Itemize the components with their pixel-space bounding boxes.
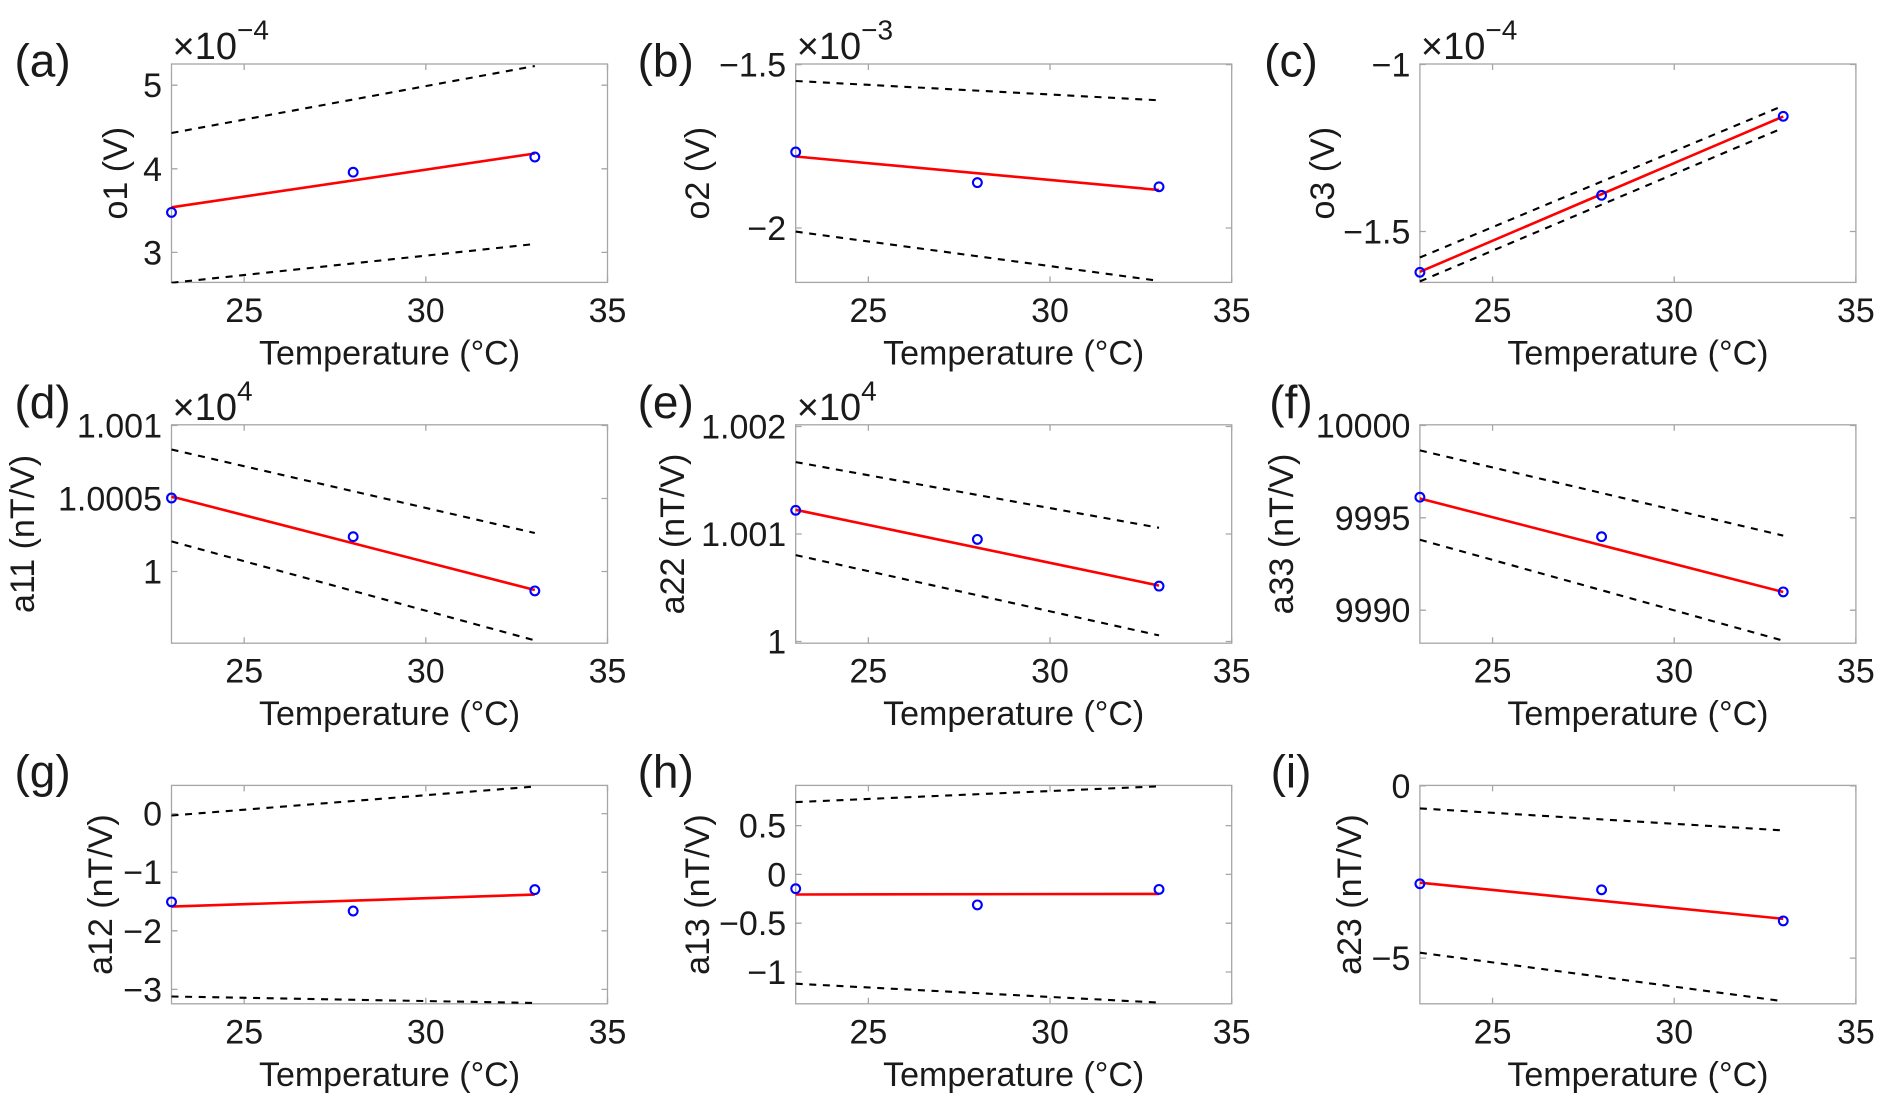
svg-text:1: 1 (143, 554, 162, 592)
svg-text:(f): (f) (1269, 376, 1312, 428)
svg-text:35: 35 (1837, 292, 1875, 330)
svg-text:9990: 9990 (1335, 592, 1411, 630)
svg-text:1.001: 1.001 (701, 516, 786, 554)
svg-text:(d): (d) (14, 376, 70, 428)
svg-text:a13 (nT/V): a13 (nT/V) (679, 814, 717, 975)
svg-text:−2: −2 (747, 210, 786, 248)
svg-text:9995: 9995 (1335, 500, 1411, 538)
svg-text:Temperature (°C): Temperature (°C) (883, 695, 1144, 733)
svg-text:0.5: 0.5 (739, 808, 786, 846)
svg-text:(b): (b) (638, 34, 694, 86)
svg-text:4: 4 (143, 151, 162, 189)
svg-text:25: 25 (1474, 653, 1512, 691)
svg-text:(a): (a) (14, 34, 70, 86)
svg-text:−1: −1 (747, 954, 786, 992)
svg-text:35: 35 (1837, 1013, 1875, 1051)
svg-text:35: 35 (1837, 653, 1875, 691)
svg-text:1.0005: 1.0005 (58, 481, 162, 519)
svg-text:a12 (nT/V): a12 (nT/V) (82, 814, 120, 975)
svg-text:25: 25 (1474, 1013, 1512, 1051)
svg-text:35: 35 (1213, 653, 1251, 691)
svg-text:1: 1 (767, 624, 786, 662)
svg-text:10000: 10000 (1316, 408, 1411, 446)
svg-text:(e): (e) (638, 376, 694, 428)
svg-text:−3: −3 (123, 971, 162, 1009)
svg-text:30: 30 (1655, 292, 1693, 330)
svg-text:a11 (nT/V): a11 (nT/V) (4, 455, 42, 613)
svg-text:(c): (c) (1264, 34, 1318, 86)
svg-text:30: 30 (407, 653, 445, 691)
svg-text:−0.5: −0.5 (719, 905, 786, 943)
svg-text:Temperature (°C): Temperature (°C) (259, 1056, 520, 1094)
svg-text:25: 25 (225, 653, 263, 691)
svg-text:(h): (h) (638, 746, 694, 798)
svg-text:−1.5: −1.5 (719, 47, 786, 85)
svg-text:−2: −2 (123, 913, 162, 951)
svg-text:1.001: 1.001 (77, 408, 162, 446)
svg-text:Temperature (°C): Temperature (°C) (883, 1056, 1144, 1094)
svg-text:25: 25 (849, 292, 887, 330)
svg-text:−1: −1 (123, 854, 162, 892)
svg-text:−1.5: −1.5 (1343, 214, 1410, 252)
svg-text:0: 0 (143, 796, 162, 834)
svg-text:Temperature (°C): Temperature (°C) (1507, 1056, 1768, 1094)
svg-text:−1: −1 (1372, 47, 1411, 85)
svg-text:3: 3 (143, 234, 162, 272)
svg-text:5: 5 (143, 67, 162, 105)
svg-text:25: 25 (225, 1013, 263, 1051)
svg-text:25: 25 (849, 653, 887, 691)
svg-text:Temperature (°C): Temperature (°C) (259, 334, 520, 372)
svg-text:(i): (i) (1271, 746, 1312, 798)
svg-text:30: 30 (407, 292, 445, 330)
svg-text:35: 35 (589, 653, 627, 691)
svg-text:(g): (g) (14, 746, 70, 798)
svg-text:o3 (V): o3 (V) (1304, 127, 1342, 220)
svg-text:30: 30 (1031, 1013, 1069, 1051)
svg-text:0: 0 (767, 856, 786, 894)
svg-text:o2 (V): o2 (V) (679, 127, 717, 220)
svg-text:a23 (nT/V): a23 (nT/V) (1331, 814, 1369, 975)
svg-text:25: 25 (849, 1013, 887, 1051)
svg-text:35: 35 (1213, 292, 1251, 330)
svg-text:a22 (nT/V): a22 (nT/V) (654, 454, 692, 615)
svg-text:Temperature (°C): Temperature (°C) (259, 695, 520, 733)
svg-text:30: 30 (1031, 653, 1069, 691)
svg-text:35: 35 (589, 292, 627, 330)
svg-text:30: 30 (1655, 653, 1693, 691)
svg-text:o1 (V): o1 (V) (97, 127, 135, 220)
svg-text:30: 30 (1655, 1013, 1693, 1051)
svg-text:−5: −5 (1372, 940, 1411, 978)
svg-text:Temperature (°C): Temperature (°C) (1507, 695, 1768, 733)
svg-text:0: 0 (1391, 768, 1410, 806)
svg-text:35: 35 (1213, 1013, 1251, 1051)
svg-text:25: 25 (1474, 292, 1512, 330)
svg-text:30: 30 (1031, 292, 1069, 330)
svg-text:Temperature (°C): Temperature (°C) (883, 334, 1144, 372)
svg-text:a33 (nT/V): a33 (nT/V) (1263, 454, 1301, 615)
svg-text:30: 30 (407, 1013, 445, 1051)
svg-text:1.002: 1.002 (701, 409, 786, 447)
svg-text:Temperature (°C): Temperature (°C) (1507, 334, 1768, 372)
svg-text:25: 25 (225, 292, 263, 330)
svg-text:35: 35 (589, 1013, 627, 1051)
